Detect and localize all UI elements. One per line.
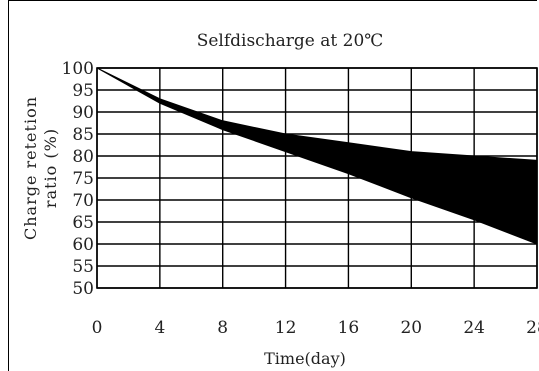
y-tick-label: 80 <box>72 147 94 167</box>
x-tick-label: 4 <box>154 318 165 338</box>
discharge-band <box>96 67 538 245</box>
y-tick-label: 70 <box>72 191 94 211</box>
x-tick-label: 24 <box>463 318 485 338</box>
x-tick-labels: 0 4 8 12 16 20 24 28 <box>92 318 539 338</box>
y-axis-label-line1: Charge retetion <box>21 96 40 240</box>
y-tick-label: 65 <box>72 213 94 233</box>
y-tick-label: 60 <box>72 235 94 255</box>
y-tick-label: 55 <box>72 257 94 277</box>
chart-title: Selfdischarge at 20℃ <box>197 31 384 51</box>
x-tick-label: 12 <box>275 318 297 338</box>
x-tick-label: 28 <box>526 318 539 338</box>
x-tick-label: 20 <box>400 318 422 338</box>
x-tick-label: 0 <box>92 318 103 338</box>
y-tick-label: 100 <box>62 59 94 79</box>
x-tick-label: 16 <box>338 318 360 338</box>
y-tick-label: 50 <box>72 279 94 299</box>
y-tick-label: 95 <box>72 81 94 101</box>
discharge-range-area <box>96 67 538 245</box>
chart-frame <box>8 0 537 371</box>
y-tick-label: 85 <box>72 125 94 145</box>
y-tick-label: 90 <box>72 103 94 123</box>
x-axis-label: Time(day) <box>264 349 346 368</box>
x-tick-label: 8 <box>217 318 228 338</box>
y-axis-label-line2: ratio (%) <box>41 128 60 208</box>
y-tick-label: 75 <box>72 169 94 189</box>
